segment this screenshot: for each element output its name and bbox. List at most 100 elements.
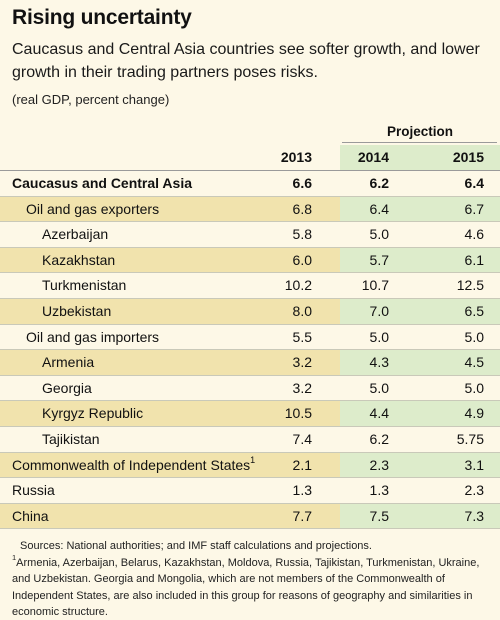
footnote-marker: 1 xyxy=(12,552,17,562)
column-header-2014: 2014 xyxy=(357,149,389,165)
cell-2015: 12.5 xyxy=(456,277,484,294)
row-footnote-marker: 1 xyxy=(250,454,256,465)
footnote-text: Armenia, Azerbaijan, Belarus, Kazakhstan… xyxy=(12,556,480,619)
table-header: 2013 2014 2015 xyxy=(0,145,500,171)
row-label-text: Russia xyxy=(12,482,55,499)
cell-2015: 7.3 xyxy=(464,507,484,524)
row-label-text: Georgia xyxy=(42,379,92,396)
table-row: Turkmenistan 10.2 10.7 12.5 xyxy=(0,273,500,299)
table-row: Kyrgyz Republic 10.5 4.4 4.9 xyxy=(0,401,500,427)
cell-2015: 5.75 xyxy=(456,430,484,447)
row-label: Kyrgyz Republic xyxy=(42,401,143,427)
notes: Sources: National authorities; and IMF s… xyxy=(12,538,494,620)
row-label: Turkmenistan xyxy=(42,273,126,299)
cell-2015: 5.0 xyxy=(464,328,484,345)
row-label: China xyxy=(12,504,49,530)
table-row: China 7.7 7.5 7.3 xyxy=(0,503,500,530)
cell-2014: 7.5 xyxy=(369,507,389,524)
cell-2013: 10.5 xyxy=(284,405,312,422)
table-row: Commonwealth of Independent States1 2.1 2.… xyxy=(0,452,500,479)
cell-2015: 6.4 xyxy=(464,175,484,191)
cell-2013: 6.6 xyxy=(292,175,312,191)
table-row: Oil and gas importers 5.5 5.0 5.0 xyxy=(0,325,500,351)
source-note: Sources: National authorities; and IMF s… xyxy=(20,540,372,552)
table-row: Uzbekistan 8.0 7.0 6.5 xyxy=(0,298,500,325)
row-label-text: Tajikistan xyxy=(42,430,100,447)
cell-2013: 2.1 xyxy=(292,456,312,473)
cell-2015: 6.1 xyxy=(464,251,484,268)
cell-2014: 5.0 xyxy=(369,379,389,396)
row-label: Oil and gas exporters xyxy=(26,197,159,223)
row-label: Caucasus and Central Asia xyxy=(12,171,192,197)
cell-2013: 6.0 xyxy=(292,251,312,268)
cell-2013: 7.4 xyxy=(292,430,312,447)
row-label-text: Uzbekistan xyxy=(42,302,112,319)
row-label-text: Kazakhstan xyxy=(42,251,116,268)
row-label-text: Commonwealth of Independent States xyxy=(12,456,251,473)
cell-2013: 7.7 xyxy=(292,507,312,524)
cell-2014: 6.2 xyxy=(369,175,389,191)
row-label: Kazakhstan xyxy=(42,248,115,274)
table-row: Russia 1.3 1.3 2.3 xyxy=(0,478,500,504)
units-note: (real GDP, percent change) xyxy=(12,92,170,107)
cell-2014: 4.3 xyxy=(369,354,389,371)
row-label-text: Oil and gas exporters xyxy=(26,200,160,217)
row-label-text: Caucasus and Central Asia xyxy=(12,175,192,191)
row-label-text: Oil and gas importers xyxy=(26,328,160,345)
cell-2015: 3.1 xyxy=(464,456,484,473)
column-header-2013: 2013 xyxy=(280,149,312,165)
table-row: Tajikistan 7.4 6.2 5.75 xyxy=(0,427,500,453)
cell-2014: 5.0 xyxy=(369,328,389,345)
cell-2014: 5.7 xyxy=(369,251,389,268)
row-label-text: Turkmenistan xyxy=(42,277,127,294)
cell-2013: 5.8 xyxy=(292,226,312,243)
page-title: Rising uncertainty xyxy=(12,6,192,29)
footnote: 1Armenia, Azerbaijan, Belarus, Kazakhsta… xyxy=(12,552,494,620)
cell-2013: 3.2 xyxy=(292,379,312,396)
cell-2014: 7.0 xyxy=(369,302,389,319)
table-row: Caucasus and Central Asia 6.6 6.2 6.4 xyxy=(0,171,500,197)
subtitle: Caucasus and Central Asia countries see … xyxy=(12,41,480,81)
cell-2013: 1.3 xyxy=(292,482,312,499)
row-label-text: China xyxy=(12,507,49,524)
cell-2013: 8.0 xyxy=(292,302,312,319)
row-label-text: Kyrgyz Republic xyxy=(42,405,144,422)
table-row: Oil and gas exporters 6.8 6.4 6.7 xyxy=(0,196,500,223)
cell-2015: 5.0 xyxy=(464,379,484,396)
cell-2014: 6.4 xyxy=(369,200,389,217)
cell-2014: 5.0 xyxy=(369,226,389,243)
cell-2013: 10.2 xyxy=(284,277,312,294)
cell-2014: 10.7 xyxy=(361,277,389,294)
column-header-2015: 2015 xyxy=(452,149,484,165)
row-label: Uzbekistan xyxy=(42,299,111,325)
row-label: Armenia xyxy=(42,350,94,376)
cell-2015: 2.3 xyxy=(464,482,484,499)
table-row: Azerbaijan 5.8 5.0 4.6 xyxy=(0,222,500,248)
cell-2015: 4.5 xyxy=(464,354,484,371)
row-label-text: Azerbaijan xyxy=(42,226,109,243)
row-label: Tajikistan xyxy=(42,427,100,453)
projection-rule xyxy=(342,142,497,143)
cell-2014: 6.2 xyxy=(369,430,389,447)
table-body: Caucasus and Central Asia 6.6 6.2 6.4 Oil an… xyxy=(0,171,500,530)
row-label: Azerbaijan xyxy=(42,222,108,248)
cell-2014: 4.4 xyxy=(369,405,389,422)
table-row: Armenia 3.2 4.3 4.5 xyxy=(0,350,500,376)
cell-2015: 4.9 xyxy=(464,405,484,422)
table-row: Kazakhstan 6.0 5.7 6.1 xyxy=(0,247,500,274)
table-row: Georgia 3.2 5.0 5.0 xyxy=(0,376,500,402)
cell-2013: 3.2 xyxy=(292,354,312,371)
row-label: Georgia xyxy=(42,376,92,402)
cell-2013: 5.5 xyxy=(292,328,312,345)
cell-2013: 6.8 xyxy=(292,200,312,217)
cell-2015: 6.5 xyxy=(464,302,484,319)
row-label: Oil and gas importers xyxy=(26,325,159,351)
cell-2014: 2.3 xyxy=(369,456,389,473)
row-label: Russia xyxy=(12,478,55,504)
cell-2015: 6.7 xyxy=(464,200,484,217)
gdp-table: 2013 2014 2015 Caucasus and Central Asia… xyxy=(0,145,500,530)
row-label-text: Armenia xyxy=(42,354,95,371)
cell-2015: 4.6 xyxy=(464,226,484,243)
row-label: Commonwealth of Independent States1 xyxy=(12,453,255,479)
cell-2014: 1.3 xyxy=(369,482,389,499)
